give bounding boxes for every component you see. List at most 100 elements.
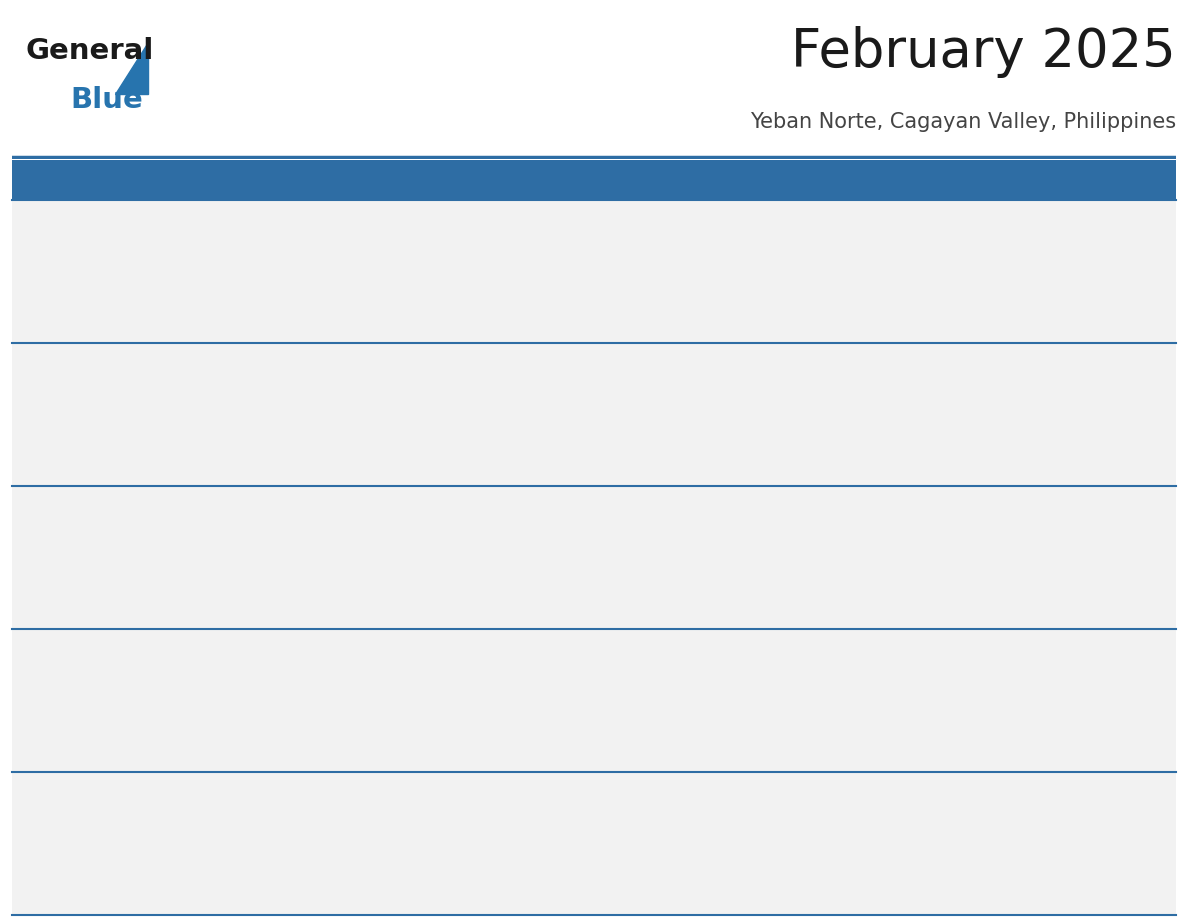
Text: Daylight: 11 hours: Daylight: 11 hours xyxy=(853,431,956,442)
Text: Sunset: 5:47 PM: Sunset: 5:47 PM xyxy=(1019,264,1110,274)
Text: Sunrise: 6:23 AM: Sunrise: 6:23 AM xyxy=(21,383,116,393)
Text: Daylight: 11 hours: Daylight: 11 hours xyxy=(354,431,457,442)
Text: and 35 minutes.: and 35 minutes. xyxy=(1019,599,1111,609)
Text: Sunset: 5:51 PM: Sunset: 5:51 PM xyxy=(1019,408,1110,418)
Text: Sunset: 5:55 PM: Sunset: 5:55 PM xyxy=(520,693,611,703)
Text: Daylight: 11 hours: Daylight: 11 hours xyxy=(687,861,790,870)
Text: Yeban Norte, Cagayan Valley, Philippines: Yeban Norte, Cagayan Valley, Philippines xyxy=(750,113,1176,132)
Text: 4: 4 xyxy=(354,354,365,369)
Text: Sunset: 5:50 PM: Sunset: 5:50 PM xyxy=(687,408,777,418)
Text: Daylight: 11 hours: Daylight: 11 hours xyxy=(520,575,624,585)
Text: Sunrise: 6:22 AM: Sunrise: 6:22 AM xyxy=(687,383,782,393)
Text: Sunset: 5:53 PM: Sunset: 5:53 PM xyxy=(853,551,943,560)
Text: Daylight: 11 hours: Daylight: 11 hours xyxy=(188,575,291,585)
Text: Sunset: 5:56 PM: Sunset: 5:56 PM xyxy=(21,836,112,846)
Text: and 28 minutes.: and 28 minutes. xyxy=(853,456,944,466)
Text: and 34 minutes.: and 34 minutes. xyxy=(853,599,944,609)
Text: Friday: Friday xyxy=(855,171,912,189)
Text: Daylight: 11 hours: Daylight: 11 hours xyxy=(354,861,457,870)
Text: February 2025: February 2025 xyxy=(791,26,1176,78)
Text: Daylight: 11 hours: Daylight: 11 hours xyxy=(21,575,125,585)
Text: Sunset: 5:56 PM: Sunset: 5:56 PM xyxy=(853,693,943,703)
Text: Sunrise: 6:11 AM: Sunrise: 6:11 AM xyxy=(687,812,782,822)
Text: Sunrise: 6:19 AM: Sunrise: 6:19 AM xyxy=(520,526,615,536)
Text: Sunset: 5:49 PM: Sunset: 5:49 PM xyxy=(354,408,444,418)
Text: General: General xyxy=(25,37,153,65)
Text: Daylight: 11 hours: Daylight: 11 hours xyxy=(520,718,624,728)
Text: Sunrise: 6:18 AM: Sunrise: 6:18 AM xyxy=(21,669,116,679)
Text: and 25 minutes.: and 25 minutes. xyxy=(188,456,279,466)
Text: and 24 minutes.: and 24 minutes. xyxy=(1019,313,1111,323)
Text: Sunrise: 6:15 AM: Sunrise: 6:15 AM xyxy=(687,669,782,679)
Text: Sunset: 5:48 PM: Sunset: 5:48 PM xyxy=(188,408,278,418)
Text: Sunrise: 6:21 AM: Sunrise: 6:21 AM xyxy=(21,526,116,536)
Text: and 39 minutes.: and 39 minutes. xyxy=(520,742,612,752)
Text: Sunrise: 6:19 AM: Sunrise: 6:19 AM xyxy=(853,526,948,536)
Text: Daylight: 11 hours: Daylight: 11 hours xyxy=(354,718,457,728)
Text: Sunrise: 6:23 AM: Sunrise: 6:23 AM xyxy=(1019,240,1114,250)
Text: Sunrise: 6:22 AM: Sunrise: 6:22 AM xyxy=(520,383,615,393)
Text: and 40 minutes.: and 40 minutes. xyxy=(687,742,778,752)
Text: and 29 minutes.: and 29 minutes. xyxy=(1019,456,1111,466)
Text: and 33 minutes.: and 33 minutes. xyxy=(520,599,612,609)
Text: Sunset: 5:57 PM: Sunset: 5:57 PM xyxy=(188,836,278,846)
Text: and 31 minutes.: and 31 minutes. xyxy=(188,599,279,609)
Text: 24: 24 xyxy=(188,783,208,799)
Text: Sunrise: 6:16 AM: Sunrise: 6:16 AM xyxy=(520,669,615,679)
Text: and 44 minutes.: and 44 minutes. xyxy=(354,885,446,895)
Text: Sunset: 5:53 PM: Sunset: 5:53 PM xyxy=(687,551,777,560)
Text: and 33 minutes.: and 33 minutes. xyxy=(687,599,778,609)
Text: 28: 28 xyxy=(853,783,873,799)
Text: Tuesday: Tuesday xyxy=(356,171,432,189)
Text: Daylight: 11 hours: Daylight: 11 hours xyxy=(1019,431,1123,442)
Text: 6: 6 xyxy=(687,354,697,369)
Text: and 27 minutes.: and 27 minutes. xyxy=(520,456,612,466)
Text: Sunset: 5:54 PM: Sunset: 5:54 PM xyxy=(1019,551,1110,560)
Text: Daylight: 11 hours: Daylight: 11 hours xyxy=(21,431,125,442)
Text: and 28 minutes.: and 28 minutes. xyxy=(687,456,778,466)
Text: Daylight: 11 hours: Daylight: 11 hours xyxy=(687,718,790,728)
Text: and 43 minutes.: and 43 minutes. xyxy=(188,885,279,895)
Text: Daylight: 11 hours: Daylight: 11 hours xyxy=(188,431,291,442)
Text: Sunset: 5:57 PM: Sunset: 5:57 PM xyxy=(520,836,611,846)
Text: Wednesday: Wednesday xyxy=(523,171,630,189)
Text: Daylight: 11 hours: Daylight: 11 hours xyxy=(520,431,624,442)
Text: and 41 minutes.: and 41 minutes. xyxy=(1019,742,1111,752)
Text: 27: 27 xyxy=(687,783,707,799)
Text: and 40 minutes.: and 40 minutes. xyxy=(853,742,944,752)
Text: 15: 15 xyxy=(1019,498,1040,512)
Text: and 30 minutes.: and 30 minutes. xyxy=(21,599,113,609)
Text: Sunrise: 6:20 AM: Sunrise: 6:20 AM xyxy=(188,526,283,536)
Text: 9: 9 xyxy=(21,498,32,512)
Text: Sunrise: 6:23 AM: Sunrise: 6:23 AM xyxy=(188,383,283,393)
Text: 20: 20 xyxy=(687,641,707,655)
Text: Sunset: 5:55 PM: Sunset: 5:55 PM xyxy=(354,693,444,703)
Text: Sunset: 5:56 PM: Sunset: 5:56 PM xyxy=(1019,693,1110,703)
Text: Daylight: 11 hours: Daylight: 11 hours xyxy=(1019,288,1123,298)
Text: Sunset: 5:52 PM: Sunset: 5:52 PM xyxy=(354,551,444,560)
Text: and 42 minutes.: and 42 minutes. xyxy=(21,885,113,895)
Text: 1: 1 xyxy=(1019,211,1029,227)
Text: Daylight: 11 hours: Daylight: 11 hours xyxy=(188,718,291,728)
Text: Sunset: 5:58 PM: Sunset: 5:58 PM xyxy=(687,836,777,846)
Text: 13: 13 xyxy=(687,498,707,512)
Text: Sunset: 5:55 PM: Sunset: 5:55 PM xyxy=(687,693,777,703)
Text: and 36 minutes.: and 36 minutes. xyxy=(21,742,113,752)
Text: and 32 minutes.: and 32 minutes. xyxy=(354,599,446,609)
Text: Daylight: 11 hours: Daylight: 11 hours xyxy=(687,575,790,585)
Text: 16: 16 xyxy=(21,641,42,655)
Text: 26: 26 xyxy=(520,783,541,799)
Text: 8: 8 xyxy=(1019,354,1029,369)
Text: Monday: Monday xyxy=(190,171,263,189)
Text: 23: 23 xyxy=(21,783,42,799)
Text: Daylight: 11 hours: Daylight: 11 hours xyxy=(188,861,291,870)
Text: 17: 17 xyxy=(188,641,208,655)
Text: Blue: Blue xyxy=(70,86,143,115)
Text: Sunrise: 6:14 AM: Sunrise: 6:14 AM xyxy=(1019,669,1114,679)
Text: and 38 minutes.: and 38 minutes. xyxy=(354,742,446,752)
Text: 22: 22 xyxy=(1019,641,1040,655)
Text: 2: 2 xyxy=(21,354,32,369)
Text: Sunrise: 6:18 AM: Sunrise: 6:18 AM xyxy=(1019,526,1114,536)
Text: Sunrise: 6:12 AM: Sunrise: 6:12 AM xyxy=(520,812,615,822)
Text: Sunrise: 6:17 AM: Sunrise: 6:17 AM xyxy=(354,669,449,679)
